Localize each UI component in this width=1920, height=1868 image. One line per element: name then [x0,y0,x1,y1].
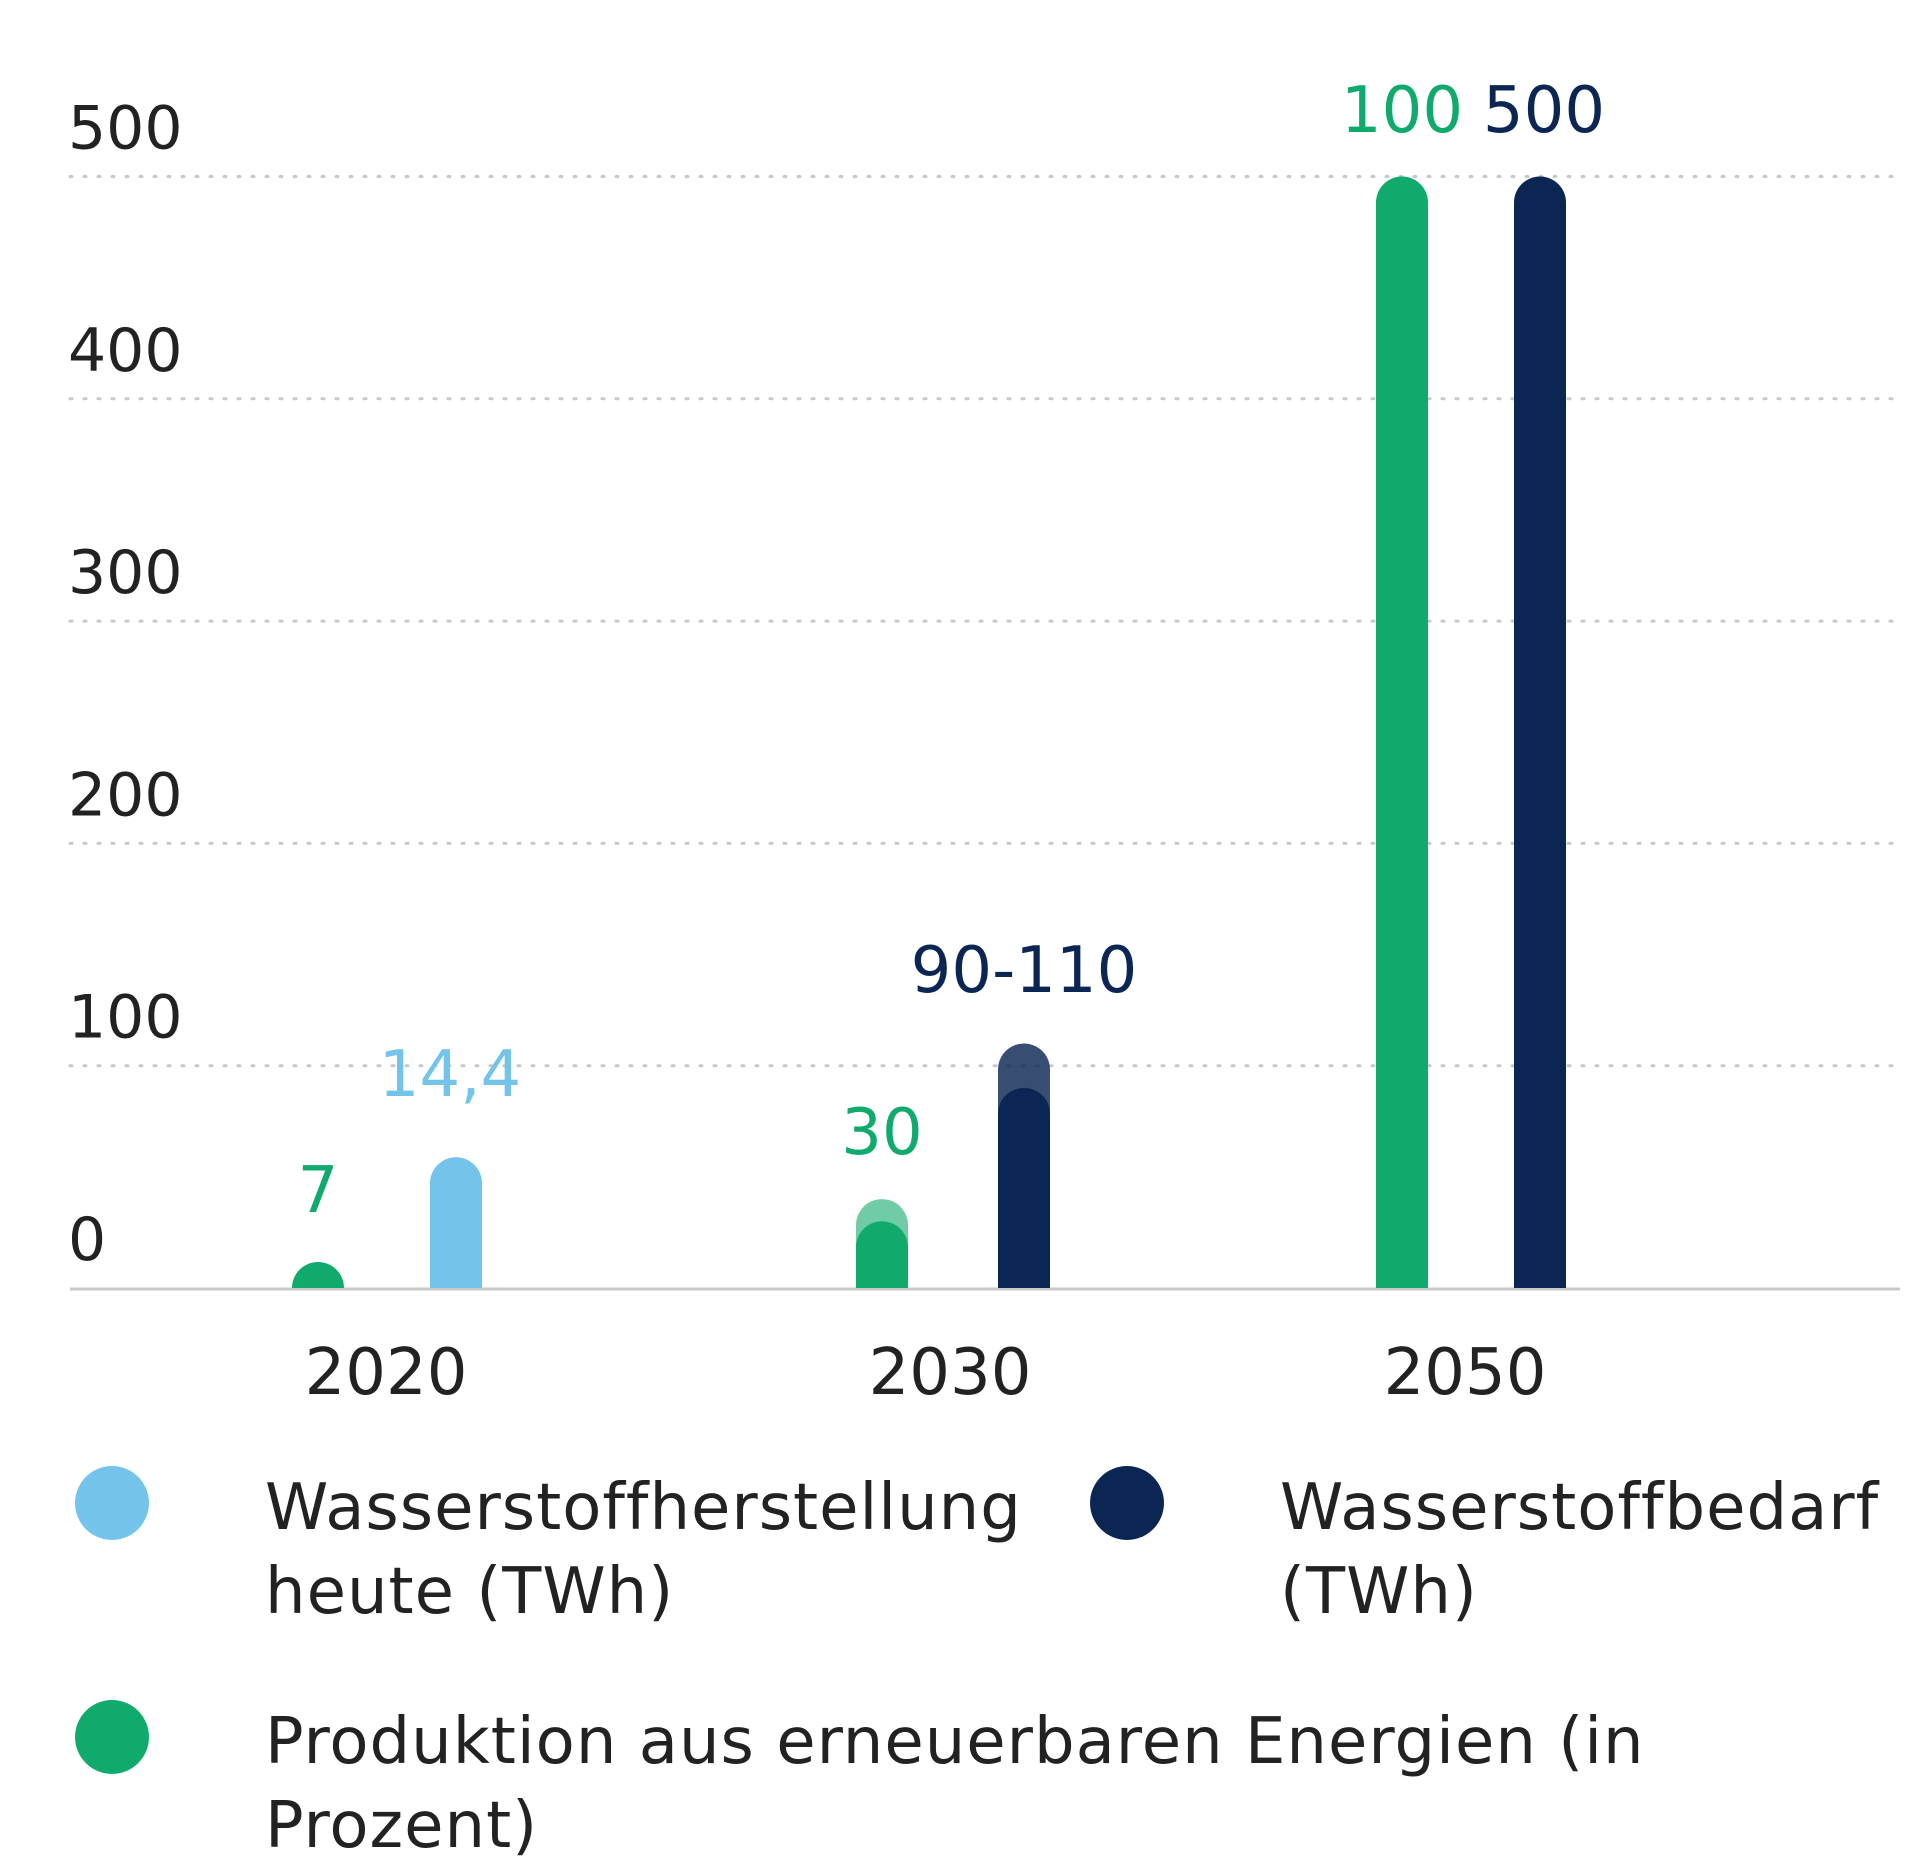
legend-text-demand: Wasserstoffbedarf (TWh) [1280,1466,1879,1634]
legend-label-demand-line2: (TWh) [1280,1555,1478,1629]
data-label-navy-2030: 90-110 [911,934,1138,1008]
bar-lightblue-2020 [430,1157,482,1288]
bar-green-2020 [292,1262,344,1288]
green-dot-icon [75,1700,149,1774]
legend-label-renewables: Produktion aus erneuerbaren Energien (in… [265,1705,1645,1863]
y-tick-label-200: 200 [68,760,183,830]
y-tick-label-500: 500 [68,94,183,164]
legend-label-production-today-line2: heute (TWh) [265,1555,675,1629]
data-label-green-2020: 7 [298,1154,339,1228]
y-tick-label-0: 0 [68,1205,106,1275]
bar-green-2050 [1376,176,1428,1288]
x-tick-label-2030: 2030 [869,1336,1032,1410]
legend-text-renewables: Produktion aus erneuerbaren Energien (in… [265,1700,1920,1868]
data-label-lightblue-2020: 14,4 [379,1038,522,1112]
legend-label-production-today-line1: Wasserstoffherstellung [265,1471,1022,1545]
light-blue-dot-icon [75,1466,149,1540]
y-tick-label-400: 400 [68,316,183,386]
legend-item-renewables: Produktion aus erneuerbaren Energien (in… [75,1700,1920,1868]
legend-item-production-today: Wasserstoffherstellung heute (TWh) [75,1466,1022,1634]
x-tick-label-2020: 2020 [305,1336,468,1410]
y-tick-label-300: 300 [68,538,183,608]
navy-dot-icon [1090,1466,1164,1540]
bar-chart: 0 100 200 300 400 500 2020 2030 2050 7 14,4 30 90-11… [68,74,1902,1410]
bar-navy-2050 [1514,176,1566,1288]
legend-text-production-today: Wasserstoffherstellung heute (TWh) [265,1466,1022,1634]
legend-item-demand: Wasserstoffbedarf (TWh) [1090,1466,1879,1634]
bar-navy-2030 [998,1087,1050,1288]
x-tick-label-2050: 2050 [1384,1336,1547,1410]
data-label-green-2030: 30 [841,1096,922,1170]
data-label-navy-2050: 500 [1483,74,1605,148]
data-label-green-2050: 100 [1341,74,1463,148]
bars-group [292,176,1566,1288]
bar-green-2030 [856,1221,908,1288]
legend-label-demand-line1: Wasserstoffbedarf [1280,1471,1880,1545]
y-tick-label-100: 100 [68,983,183,1053]
